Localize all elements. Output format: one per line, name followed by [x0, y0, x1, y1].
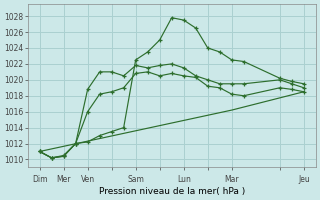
X-axis label: Pression niveau de la mer( hPa ): Pression niveau de la mer( hPa ) [99, 187, 245, 196]
